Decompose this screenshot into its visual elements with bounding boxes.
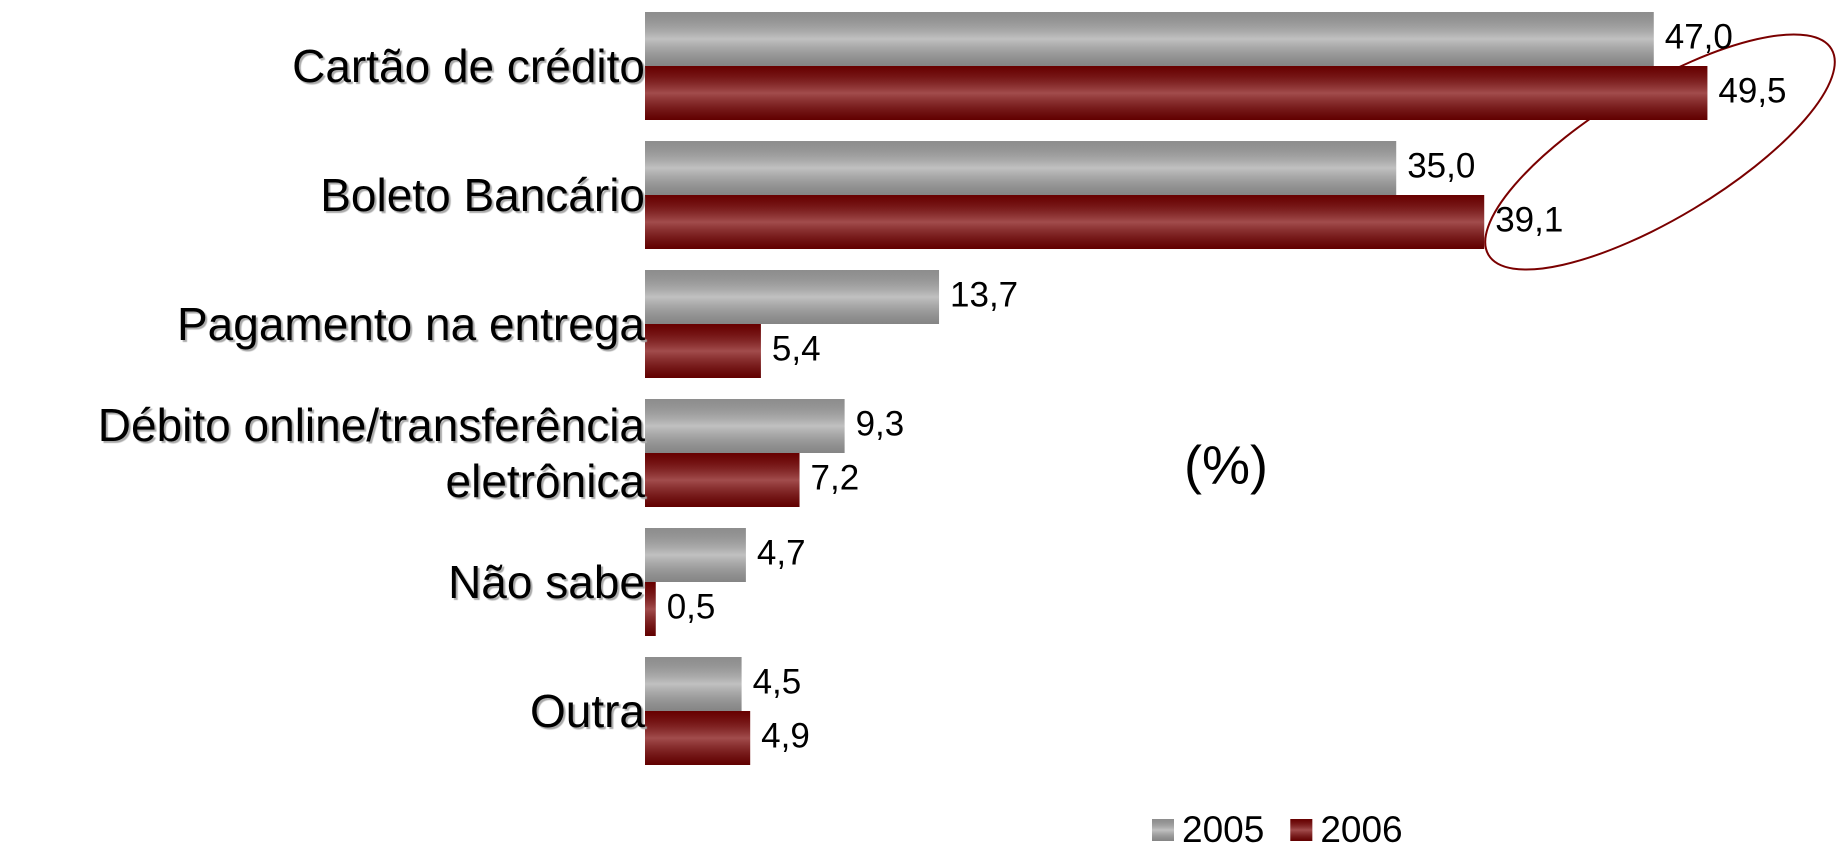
legend-label: 2005 (1182, 809, 1264, 846)
value-label: 49,5 (1718, 71, 1786, 110)
value-label: 13,7 (950, 275, 1018, 314)
value-label: 35,0 (1407, 146, 1475, 185)
bar-shine (645, 711, 751, 765)
legend-label: 2006 (1320, 809, 1402, 846)
category-label: Boleto Bancário (320, 169, 645, 221)
category-label: Não sabe (448, 556, 645, 608)
value-label: 4,5 (753, 662, 802, 701)
unit-annotation: (%) (1184, 435, 1268, 495)
bar-shine (645, 399, 845, 453)
bar-shine (645, 582, 656, 636)
legend-swatch-shine (1152, 819, 1174, 841)
value-label: 7,2 (811, 458, 860, 497)
value-label: 9,3 (856, 404, 905, 443)
bar-shine (645, 324, 761, 378)
category-label: Cartão de crédito (292, 40, 645, 92)
value-label: 39,1 (1495, 200, 1563, 239)
category-label: Outra (529, 685, 645, 737)
bar-shine (645, 195, 1485, 249)
bar-shine (645, 270, 940, 324)
value-label: 4,7 (757, 533, 806, 572)
bar-shine (645, 657, 742, 711)
value-label: 5,4 (772, 329, 821, 368)
category-label: Débito online/transferência eletrônica (97, 399, 645, 507)
category-label: Pagamento na entrega (176, 298, 645, 350)
bar-shine (645, 12, 1654, 66)
value-label: 0,5 (667, 587, 716, 626)
bar-shine (645, 141, 1397, 195)
legend-swatch-shine (1290, 819, 1313, 841)
value-label: 4,9 (761, 716, 810, 755)
bar-shine (645, 528, 746, 582)
bar-shine (645, 66, 1708, 120)
bar-shine (645, 453, 800, 507)
value-label: 47,0 (1665, 17, 1733, 56)
